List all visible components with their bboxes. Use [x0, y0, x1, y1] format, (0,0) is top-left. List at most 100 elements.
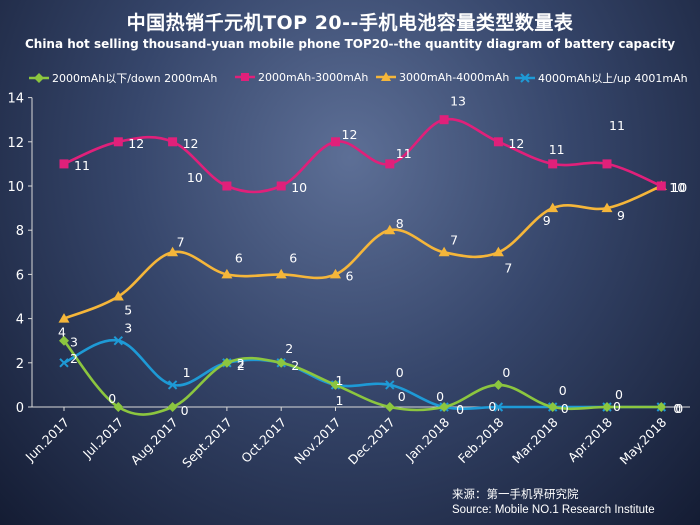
data-label: 1 [336, 373, 344, 388]
data-label: 11 [396, 146, 412, 161]
data-label: 11 [609, 118, 625, 133]
series-down-2000-point [276, 357, 287, 368]
data-label: 0 [488, 399, 496, 414]
series-3000-4000-point [492, 246, 504, 257]
legend-item-down-2000: 2000mAh以下/down 2000mAh [28, 70, 217, 86]
series-2000-3000-point [548, 159, 558, 169]
series-2000-3000-point [602, 159, 612, 169]
legend-label-3000-4000: 3000mAh-4000mAh [399, 70, 510, 84]
x-tick-label: Jul.2017 [79, 415, 126, 462]
series-3000-4000-group [58, 180, 667, 323]
series-down-2000-point [656, 402, 667, 412]
legend: 2000mAh以下/down 2000mAh 2000mAh-3000mAh 3… [28, 70, 688, 86]
x-tick-label: Oct.2017 [238, 415, 289, 466]
data-label: 2 [237, 358, 245, 373]
series-2000-3000-point [276, 181, 286, 191]
series-up-4001-point [113, 335, 124, 346]
x-tick-label: Nov.2017 [291, 415, 343, 467]
legend-label-down-2000: 2000mAh以下/down 2000mAh [52, 72, 218, 85]
legend-marker-x [515, 73, 535, 83]
data-label: 1 [183, 365, 191, 380]
chart-subtitle: China hot selling thousand-yuan mobile p… [24, 37, 676, 51]
x-tick-label: Feb.2018 [455, 414, 507, 466]
series-3000-4000-point [601, 202, 613, 213]
series-down-2000-point [547, 402, 558, 412]
x-tick-label: May.2018 [616, 414, 669, 467]
data-label: 0 [456, 402, 464, 417]
series-3000-4000-point [330, 268, 341, 279]
data-label: 6 [235, 250, 243, 265]
series-down-2000-point [493, 379, 504, 390]
legend-item-up-4001: 4000mAh以上/up 4001mAh [514, 70, 688, 86]
data-label: 0 [675, 401, 683, 416]
data-label: 6 [289, 250, 297, 265]
legend-label-up-4001: 4000mAh以上/up 4001mAh [538, 72, 688, 85]
data-label: 5 [124, 303, 132, 318]
series-down-2000-point [113, 402, 124, 412]
series-down-2000-line [62, 339, 662, 416]
data-label: 2 [291, 358, 299, 373]
series-down-2000-point [59, 335, 69, 346]
series-2000-3000-point [222, 181, 232, 191]
legend-marker-diamond [29, 73, 49, 83]
series-3000-4000-point [112, 291, 124, 301]
data-label: 7 [450, 232, 458, 247]
series-3000-4000-point [384, 224, 396, 235]
x-tick-label: Dec.2017 [345, 415, 398, 468]
x-marker-stroke [167, 380, 178, 390]
y-tick-label: 4 [16, 313, 24, 328]
y-tick-label: 2 [16, 357, 24, 372]
series-3000-4000-line [63, 184, 662, 320]
data-label: 10 [671, 180, 687, 195]
series-3000-4000-point [58, 313, 70, 323]
data-label: 1 [336, 393, 344, 408]
data-label: 10 [291, 180, 307, 195]
series-up-4001-point [385, 380, 395, 390]
series-down-2000-point [602, 402, 612, 412]
series-3000-4000-point [221, 268, 233, 279]
data-label: 9 [617, 208, 625, 223]
series-2000-3000-point [59, 159, 69, 169]
series-2000-3000-point [493, 137, 503, 147]
x-marker-stroke [113, 335, 124, 346]
series-3000-4000-point [275, 268, 287, 279]
data-label: 7 [177, 234, 185, 249]
data-label: 0 [181, 403, 189, 418]
data-label: 11 [74, 158, 90, 173]
data-label: 2 [70, 351, 78, 366]
y-tick-label: 6 [16, 268, 24, 283]
data-label: 3 [70, 335, 78, 350]
data-label: 10 [187, 170, 203, 185]
series-2000-3000-point [439, 115, 449, 125]
y-tick-label: 10 [7, 180, 24, 195]
data-label: 0 [396, 365, 404, 380]
x-marker-stroke [59, 358, 69, 368]
data-label: 12 [342, 127, 358, 142]
data-label: 4 [58, 325, 66, 340]
x-tick-label: Mar.2018 [509, 414, 561, 466]
data-label: 2 [237, 356, 245, 371]
data-label: 0 [613, 399, 621, 414]
y-tick-label: 8 [16, 224, 24, 239]
series-up-4001-point [493, 402, 504, 412]
y-tick-label: 12 [7, 136, 24, 151]
series-3000-4000-point [547, 202, 559, 213]
data-label: 6 [346, 268, 354, 283]
data-label: 12 [183, 136, 199, 151]
data-label: 8 [396, 216, 404, 231]
chart-title: 中国热销千元机TOP 20--手机电池容量类型数量表 [126, 12, 574, 34]
data-label: 9 [543, 213, 551, 228]
data-label: 10 [669, 180, 685, 195]
x-marker-stroke [493, 402, 504, 412]
data-label: 12 [128, 136, 144, 151]
legend-item-3000-4000: 3000mAh-4000mAh [375, 70, 509, 84]
series-down-2000-point [221, 357, 232, 368]
data-label: 0 [398, 389, 406, 404]
series-2000-3000-point [385, 159, 395, 169]
series-down-2000-point [330, 379, 341, 390]
x-tick-label: Jan.2018 [402, 414, 452, 464]
series-2000-3000-group [59, 115, 666, 194]
x-tick-label: Aug.2017 [128, 415, 181, 468]
